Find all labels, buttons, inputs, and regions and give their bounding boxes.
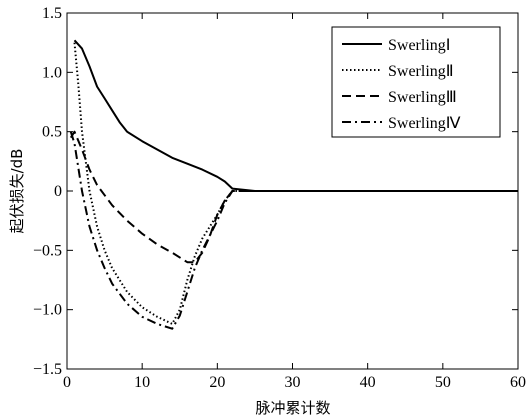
legend: SwerlingⅠ SwerlingⅡ SwerlingⅢ SwerlingⅣ [331,26,501,138]
legend-label: SwerlingⅠ [388,37,451,54]
y-tick-label: −1.0 [33,302,62,319]
y-tick-label: 0.5 [42,124,62,141]
legend-label: SwerlingⅢ [388,89,457,106]
y-tick-label: −1.5 [33,361,62,378]
y-tick-label: 1.5 [42,5,62,22]
legend-label: SwerlingⅣ [388,115,461,132]
x-tick-label: 0 [63,374,71,391]
x-tick-label: 20 [209,374,225,391]
x-tick-label: 60 [510,374,526,391]
x-tick-label: 50 [435,374,451,391]
y-tick-label: 1.0 [42,64,62,81]
legend-box [331,26,501,138]
series-line-4 [69,131,518,330]
y-tick-label: −0.5 [33,242,62,259]
x-axis-label: 脉冲累计数 [255,399,330,417]
series-line-3 [69,130,518,264]
x-tick-label: 40 [360,374,376,391]
tick-labels: 0 10 20 30 40 50 60 1.5 1.0 0.5 0 −0.5 −1.0 −1.5 [33,5,526,391]
legend-label: SwerlingⅡ [388,63,454,80]
y-axis-label: 起伏损失/dB [8,149,26,234]
series-layer [69,39,518,330]
y-tick-label: 0 [54,183,62,200]
x-tick-label: 30 [285,374,301,391]
x-tick-label: 10 [134,374,150,391]
